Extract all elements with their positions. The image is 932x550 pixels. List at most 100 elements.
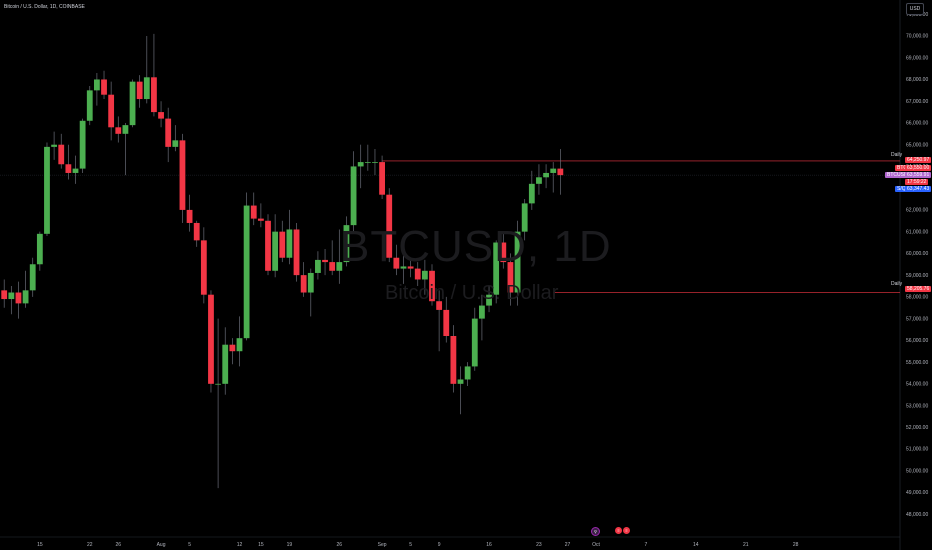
candle-body xyxy=(257,218,264,221)
candle-body xyxy=(51,144,58,147)
symbol-legend: Bitcoin / U.S. Dollar, 1D, COINBASE xyxy=(4,4,85,10)
y-tick-label: 67,000.00 xyxy=(906,99,928,105)
y-tick-label: 52,000.00 xyxy=(906,425,928,431)
candle-body xyxy=(421,270,428,280)
x-tick-label: Oct xyxy=(592,542,600,548)
y-tick-label: 57,000.00 xyxy=(906,316,928,322)
x-tick-label: 26 xyxy=(115,542,121,548)
x-tick-label: 26 xyxy=(337,542,343,548)
candle-body xyxy=(343,225,350,263)
candle-body xyxy=(151,77,157,113)
btc-tag-prefix: BTC xyxy=(895,165,909,171)
y-tick-label: 60,000.00 xyxy=(906,251,928,257)
x-tick-label: 7 xyxy=(645,542,648,548)
candle-body xyxy=(400,266,407,269)
candle-body xyxy=(436,301,443,310)
candle-body xyxy=(8,292,15,300)
x-tick-label: 22 xyxy=(87,542,93,548)
last-price-tag: 63,559.91 xyxy=(905,172,932,178)
candle-body xyxy=(521,203,528,232)
candle-body xyxy=(500,242,507,263)
watermark-ticker: BTCUSD, 1D xyxy=(340,222,612,271)
candle-body xyxy=(279,231,286,258)
candle-body xyxy=(429,270,435,302)
x-tick-label: 5 xyxy=(188,542,191,548)
candle-body xyxy=(58,144,65,165)
candle-body xyxy=(215,383,221,385)
candle-body xyxy=(172,140,179,147)
candle-body xyxy=(407,266,414,269)
candle-body xyxy=(286,229,293,258)
candle-body xyxy=(493,242,500,295)
candle-body xyxy=(536,177,542,184)
daily-level-label-upper: Daily xyxy=(891,152,903,158)
currency-button[interactable]: USD xyxy=(906,3,924,15)
candle-body xyxy=(115,127,122,134)
y-tick-label: 55,000.00 xyxy=(906,360,928,366)
candle-body xyxy=(243,205,250,339)
x-tick-label: 23 xyxy=(536,542,542,548)
x-tick-label: 12 xyxy=(237,542,243,548)
candle-body xyxy=(265,220,271,271)
x-tick-label: 14 xyxy=(693,542,699,548)
candle-body xyxy=(471,318,478,367)
candle-body xyxy=(307,272,314,293)
us-flag-icon[interactable]: ≡ xyxy=(615,527,622,534)
candle-body xyxy=(36,233,43,265)
candle-body xyxy=(350,166,357,226)
x-tick-label: 15 xyxy=(258,542,264,548)
x-tick-label: 15 xyxy=(37,542,43,548)
watermark-name: Bitcoin / U.S. Dollar xyxy=(385,282,559,304)
y-tick-label: 58,000.00 xyxy=(906,295,928,301)
y-tick-label: 49,000.00 xyxy=(906,490,928,496)
candle-body xyxy=(79,120,86,169)
y-tick-label: 68,000.00 xyxy=(906,77,928,83)
candle-body xyxy=(250,205,257,219)
candle-body xyxy=(543,172,549,178)
y-tick-label: 53,000.00 xyxy=(906,403,928,409)
candle-body xyxy=(200,240,207,295)
candle-body xyxy=(236,338,243,352)
x-tick-label: 21 xyxy=(743,542,749,548)
candle-body xyxy=(557,168,564,176)
candle-body xyxy=(15,292,22,304)
y-tick-label: 61,000.00 xyxy=(906,229,928,235)
candle-body xyxy=(1,290,8,300)
candle-body xyxy=(372,162,378,163)
y-tick-label: 54,000.00 xyxy=(906,382,928,388)
y-tick-label: 51,000.00 xyxy=(906,447,928,453)
x-tick-label: Sep xyxy=(378,542,387,548)
x-tick-label: 9 xyxy=(438,542,441,548)
candle-body xyxy=(357,162,364,167)
x-tick-label: 27 xyxy=(565,542,571,548)
x-tick-label: Aug xyxy=(157,542,166,548)
bid-price-tag: 63,347.43 xyxy=(905,186,932,192)
candle-body xyxy=(393,257,400,269)
candle-body xyxy=(208,294,214,384)
dividend-icon[interactable]: ⚲ xyxy=(591,527,600,536)
candle-body xyxy=(293,229,300,276)
candle-body xyxy=(158,112,164,119)
candle-body xyxy=(72,168,79,173)
candle-body xyxy=(329,262,336,271)
candle-body xyxy=(443,309,450,336)
candle-body xyxy=(229,344,236,352)
candle-body xyxy=(186,209,193,223)
candle-body xyxy=(93,79,100,91)
ask-price-tag: 63,550.00 xyxy=(905,165,932,171)
candle-body xyxy=(22,290,29,304)
y-tick-label: 48,000.00 xyxy=(906,512,928,518)
candle-body xyxy=(336,262,343,271)
candle-body xyxy=(29,264,36,291)
candle-body xyxy=(300,275,307,293)
y-tick-label: 50,000.00 xyxy=(906,468,928,474)
candle-body xyxy=(44,146,50,234)
us-flag-icon-2[interactable]: ≡ xyxy=(623,527,630,534)
candle-body xyxy=(507,262,514,293)
candle-body xyxy=(272,231,279,271)
candle-body xyxy=(386,194,393,258)
candle-body xyxy=(193,222,200,241)
y-tick-label: 65,000.00 xyxy=(906,142,928,148)
x-tick-label: 5 xyxy=(409,542,412,548)
